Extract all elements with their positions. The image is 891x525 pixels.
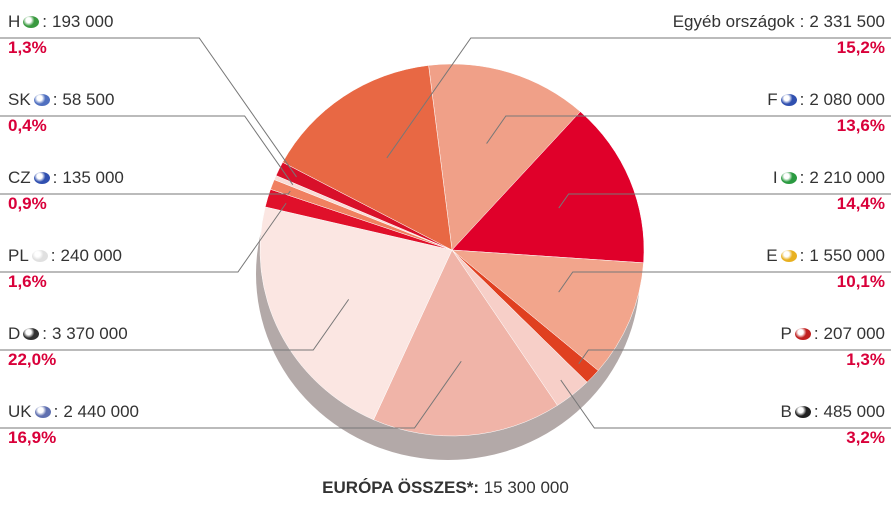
value-label: 193 000: [52, 12, 114, 31]
pie-slice: [451, 249, 644, 371]
category-name: Egyéb országok: [672, 12, 795, 31]
total-label: EURÓPA ÖSSZES*:: [322, 478, 479, 497]
percent-label: 1,6%: [8, 272, 47, 291]
percent-label: 16,9%: [8, 428, 57, 447]
percent-label: 13,6%: [836, 116, 885, 135]
separator: :: [52, 90, 58, 109]
category-name: I: [772, 168, 778, 187]
value-label: 485 000: [823, 402, 885, 421]
value-label: 58 500: [62, 90, 115, 109]
separator: :: [813, 324, 819, 343]
value-label: 207 000: [823, 324, 885, 343]
flag-icon: [780, 94, 797, 106]
category-label: H:193 000: [8, 11, 428, 33]
leader-line: [578, 349, 891, 365]
category-label: P:207 000: [465, 323, 885, 345]
leader-line: [560, 379, 891, 429]
pie-slice: [259, 206, 453, 421]
leader-line: [0, 202, 287, 273]
value-label: 1 550 000: [809, 246, 885, 265]
leader-line: [0, 190, 291, 195]
pie-slice: [451, 111, 645, 264]
flag-icon: [33, 94, 50, 106]
flag-icon: [23, 328, 40, 340]
pie-slice: [373, 249, 558, 437]
percent-label: 14,4%: [836, 194, 885, 213]
category-label: CZ:135 000: [8, 167, 428, 189]
separator: :: [53, 402, 59, 421]
value-label: 135 000: [62, 168, 124, 187]
percent-label: 0,9%: [8, 194, 47, 213]
separator: :: [50, 246, 56, 265]
category-label: PL:240 000: [8, 245, 428, 267]
total: EURÓPA ÖSSZES*: 15 300 000: [0, 478, 891, 498]
category-label: D:3 370 000: [8, 323, 428, 345]
category-name: UK: [8, 402, 32, 421]
value-label: 3 370 000: [52, 324, 128, 343]
flag-icon: [33, 172, 50, 184]
separator: :: [42, 324, 48, 343]
value-label: 2 210 000: [809, 168, 885, 187]
percent-label: 0,4%: [8, 116, 47, 135]
value-label: 2 331 500: [809, 12, 885, 31]
flag-icon: [23, 16, 40, 28]
category-label: E:1 550 000: [465, 245, 885, 267]
category-name: F: [767, 90, 778, 109]
leader-line: [486, 115, 891, 144]
separator: :: [813, 402, 819, 421]
pie-slice: [282, 65, 453, 251]
leader-line: [558, 193, 891, 209]
separator: :: [799, 168, 805, 187]
category-name: CZ: [8, 168, 31, 187]
flag-icon: [780, 172, 797, 184]
category-name: B: [780, 402, 792, 421]
separator: :: [799, 246, 805, 265]
category-label: SK:58 500: [8, 89, 428, 111]
category-name: D: [8, 324, 21, 343]
value-label: 240 000: [60, 246, 122, 265]
flag-icon: [31, 250, 48, 262]
value-label: 2 080 000: [809, 90, 885, 109]
leader-line: [386, 37, 891, 159]
leader-line: [0, 360, 462, 429]
leader-line: [0, 37, 297, 178]
percent-label: 22,0%: [8, 350, 57, 369]
flag-icon: [34, 406, 51, 418]
category-name: H: [8, 12, 21, 31]
separator: :: [42, 12, 48, 31]
category-label: Egyéb országok:2 331 500: [465, 11, 885, 33]
separator: :: [52, 168, 58, 187]
flag-icon: [794, 406, 811, 418]
category-label: I:2 210 000: [465, 167, 885, 189]
category-label: B:485 000: [465, 401, 885, 423]
value-label: 2 440 000: [63, 402, 139, 421]
separator: :: [799, 12, 805, 31]
category-name: PL: [8, 246, 29, 265]
category-label: F:2 080 000: [465, 89, 885, 111]
category-name: E: [766, 246, 778, 265]
percent-label: 15,2%: [836, 38, 885, 57]
total-value: 15 300 000: [483, 478, 569, 497]
percent-label: 1,3%: [8, 38, 47, 57]
percent-label: 10,1%: [836, 272, 885, 291]
leader-line: [0, 115, 294, 186]
flag-icon: [780, 250, 797, 262]
category-name: SK: [8, 90, 31, 109]
category-label: UK:2 440 000: [8, 401, 428, 423]
category-name: P: [780, 324, 792, 343]
separator: :: [799, 90, 805, 109]
leader-line: [558, 271, 891, 293]
leader-line: [0, 299, 350, 351]
percent-label: 1,3%: [846, 350, 885, 369]
percent-label: 3,2%: [846, 428, 885, 447]
flag-icon: [794, 328, 811, 340]
pie-slice: [428, 63, 581, 251]
